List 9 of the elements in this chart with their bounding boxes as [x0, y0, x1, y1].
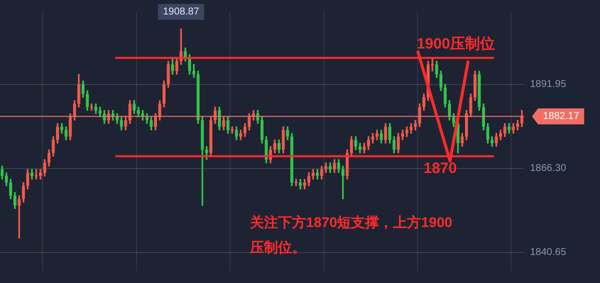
candlestick: [341, 166, 344, 200]
y-tick-label: 1891.95: [530, 79, 567, 90]
ref-line-label: 1882.17: [542, 111, 580, 122]
y-tick-label: 1866.30: [530, 163, 567, 174]
annotation: 关注下方1870短支撑，上方1900压制位。: [249, 214, 453, 255]
y-tick-label: 1840.65: [530, 247, 567, 258]
ref-line-label: 1870: [423, 160, 457, 177]
ref-line-label: 1900压制位: [416, 36, 496, 53]
annotation: 1908.87: [162, 6, 200, 18]
